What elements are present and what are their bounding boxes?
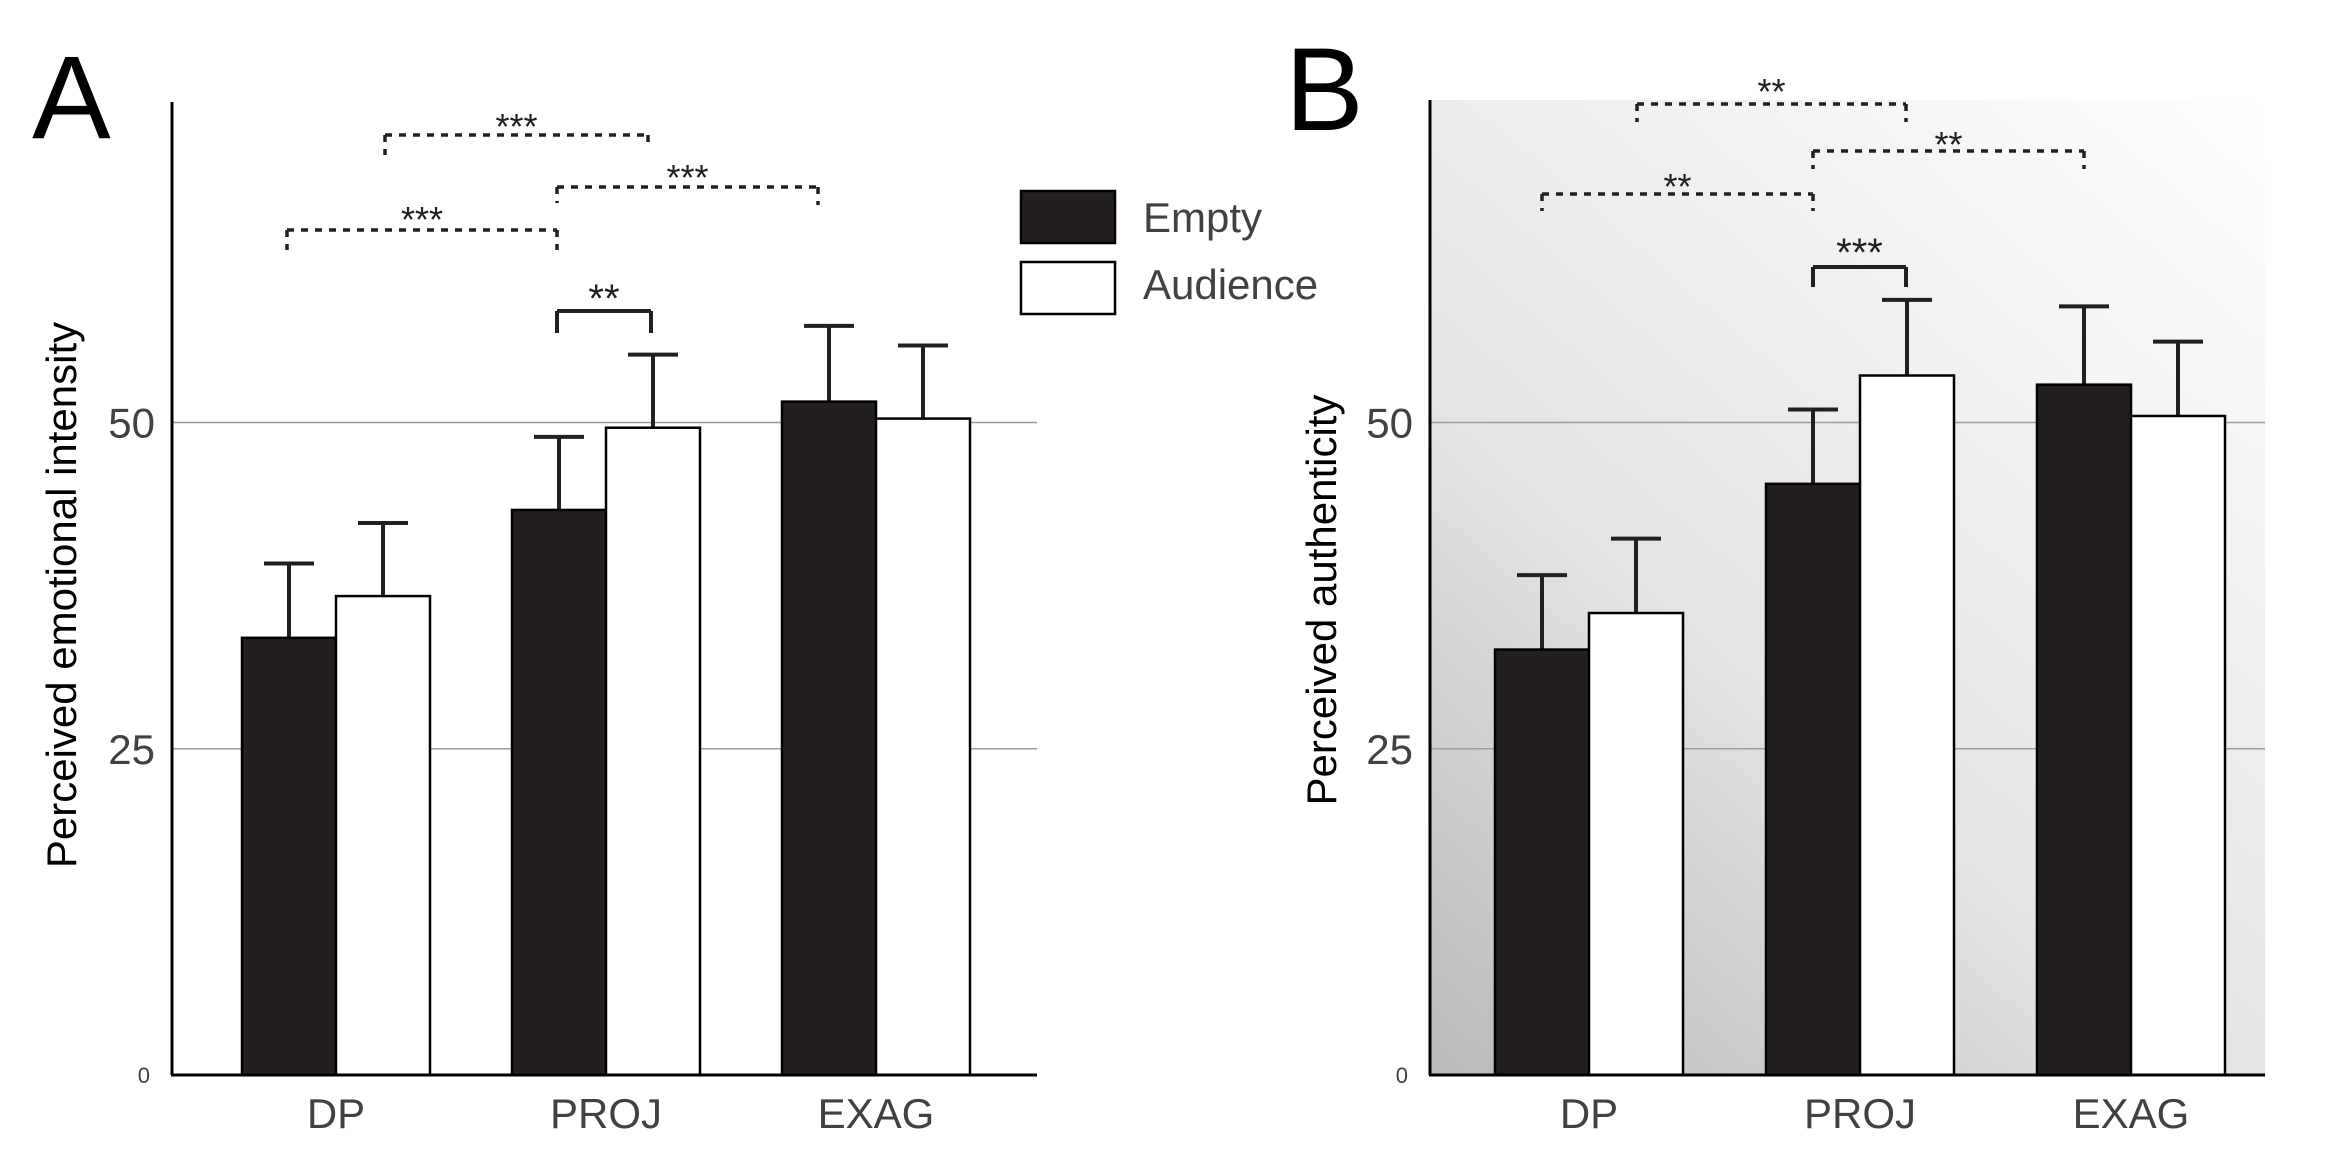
legend-item-audience: Audience (1019, 260, 1318, 316)
bar-exag-empty (2035, 383, 2133, 1077)
significance-label: ** (1757, 71, 1785, 112)
panel-b-y-ticks: 0 25 50 (1366, 400, 1413, 1089)
bar-proj-empty (1764, 482, 1862, 1077)
bar-exag-empty (780, 400, 878, 1077)
panel-b-letter: B (1285, 24, 1364, 156)
y-tick-label: 25 (1366, 726, 1413, 773)
x-tick-label: PROJ (1804, 1090, 1916, 1137)
panel-b-errorbars (1517, 297, 2203, 650)
x-tick-label: EXAG (818, 1090, 935, 1137)
x-tick-label: DP (1560, 1090, 1618, 1137)
significance-label: ** (1934, 124, 1962, 165)
y-tick-label: 0 (1396, 1063, 1408, 1088)
x-tick-label: EXAG (2073, 1090, 2190, 1137)
y-tick-label: 0 (138, 1063, 150, 1088)
bar-proj-audience (604, 426, 702, 1077)
significance-label: *** (401, 199, 443, 240)
significance-label: ** (1663, 166, 1691, 207)
legend-swatch-audience (1019, 260, 1117, 316)
y-tick-label: 50 (108, 400, 155, 447)
x-tick-label: DP (307, 1090, 365, 1137)
panel-b-bars (1493, 374, 2227, 1077)
bar-exag-audience (874, 417, 972, 1077)
legend-label-empty: Empty (1143, 194, 1262, 241)
bar-dp-audience (1587, 611, 1685, 1077)
panel-a-x-ticks: DP PROJ EXAG (307, 1090, 935, 1137)
panel-a-y-ticks: 0 25 50 (108, 400, 155, 1089)
panel-a-y-axis-label: Perceived emotional intensity (38, 322, 85, 868)
x-tick-label: PROJ (550, 1090, 662, 1137)
bar-exag-audience (2129, 414, 2227, 1077)
legend: Empty Audience (1019, 189, 1318, 316)
legend-item-empty: Empty (1019, 189, 1262, 245)
panel-a-errorbars (264, 323, 948, 638)
significance-label: *** (666, 157, 708, 198)
significance-label: ** (588, 277, 619, 321)
panel-b-y-axis-label: Perceived authenticity (1298, 395, 1345, 806)
significance-label: *** (495, 106, 537, 147)
panel-a-letter: A (32, 32, 111, 164)
legend-label-audience: Audience (1143, 261, 1318, 308)
bar-proj-audience (1858, 374, 1956, 1077)
significance-label: *** (1836, 231, 1883, 275)
panel-a-significance: *********** (285, 106, 820, 333)
bar-dp-audience (334, 594, 432, 1077)
panel-b-x-ticks: DP PROJ EXAG (1560, 1090, 2190, 1137)
panel-b-significance: ********* (1540, 71, 2086, 287)
y-tick-label: 50 (1366, 400, 1413, 447)
bar-proj-empty (510, 508, 608, 1077)
bar-dp-empty (1493, 648, 1591, 1077)
bar-dp-empty (240, 636, 338, 1077)
legend-swatch-empty (1019, 189, 1117, 245)
y-tick-label: 25 (108, 726, 155, 773)
panel-a-bars (240, 400, 972, 1077)
